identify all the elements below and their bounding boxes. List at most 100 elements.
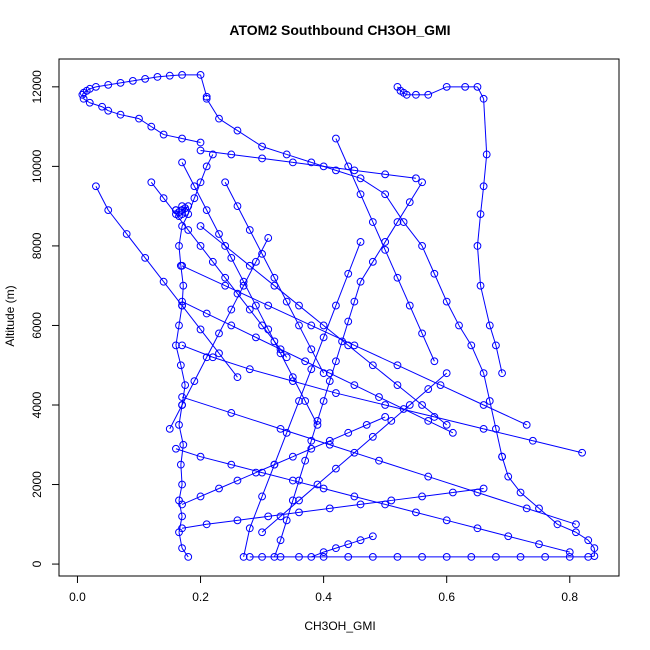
- data-layer: [78, 71, 599, 561]
- series-line-segment: [163, 281, 183, 306]
- data-point: [307, 553, 316, 561]
- data-point: [476, 210, 485, 219]
- data-point: [153, 72, 162, 81]
- data-point: [116, 110, 125, 119]
- series-line-segment: [385, 173, 416, 179]
- data-point: [147, 122, 156, 131]
- series-line-segment: [261, 515, 281, 533]
- series-line-segment: [193, 357, 208, 382]
- data-point: [344, 341, 353, 350]
- data-point: [479, 424, 488, 433]
- data-point: [356, 190, 365, 199]
- series-line-segment: [280, 353, 294, 378]
- series-line-segment: [335, 169, 361, 179]
- data-point: [448, 488, 457, 497]
- data-point: [584, 553, 593, 561]
- data-point: [252, 301, 260, 310]
- series-line-segment: [384, 249, 398, 278]
- data-point: [307, 158, 316, 167]
- y-tick-label: 6000: [30, 312, 44, 339]
- series-line-segment: [273, 540, 282, 558]
- data-point: [78, 90, 87, 99]
- series-line-segment: [335, 138, 349, 167]
- series-line-segment: [335, 273, 349, 306]
- series-line-segment: [243, 528, 251, 558]
- series-line-segment: [385, 404, 435, 418]
- data-point: [172, 341, 180, 350]
- data-point: [479, 369, 488, 378]
- data-point: [405, 198, 414, 207]
- data-point: [282, 353, 291, 362]
- data-point: [227, 321, 236, 330]
- data-point: [344, 162, 353, 171]
- data-point: [104, 106, 113, 115]
- data-point: [498, 369, 506, 378]
- series-line-segment: [108, 82, 121, 86]
- series-line-segment: [181, 301, 207, 314]
- series-line-segment: [360, 194, 374, 223]
- series-line-segment: [81, 92, 85, 96]
- series-line-segment: [218, 233, 232, 259]
- data-point: [178, 71, 186, 79]
- data-point: [461, 82, 470, 91]
- series-line-segment: [422, 491, 453, 497]
- data-point: [442, 369, 451, 378]
- data-point: [295, 476, 303, 485]
- data-point: [313, 420, 322, 429]
- data-point: [264, 512, 273, 521]
- series-line-segment: [206, 209, 220, 235]
- series-line-segment: [178, 484, 183, 501]
- series-line-segment: [347, 241, 362, 274]
- data-point: [288, 373, 297, 382]
- data-point: [307, 321, 316, 330]
- data-point: [282, 150, 291, 159]
- series-segment: [178, 413, 390, 509]
- series-line-segment: [169, 74, 183, 77]
- data-point: [473, 82, 482, 91]
- series-line-segment: [200, 166, 208, 183]
- data-point: [399, 218, 408, 226]
- data-point: [176, 361, 185, 370]
- data-point: [479, 401, 488, 409]
- data-point: [215, 329, 223, 338]
- data-point: [393, 273, 402, 282]
- data-point: [258, 249, 266, 258]
- data-point: [175, 321, 183, 330]
- data-point: [221, 281, 230, 290]
- data-point: [393, 381, 402, 390]
- series-line-segment: [262, 157, 293, 163]
- data-point: [227, 253, 236, 262]
- data-point: [258, 154, 266, 163]
- series-line-segment: [311, 324, 355, 346]
- series-line-segment: [138, 118, 152, 128]
- data-point: [245, 365, 254, 374]
- data-point: [393, 361, 402, 370]
- series-line-segment: [323, 325, 349, 346]
- data-point: [135, 114, 143, 123]
- data-point: [196, 325, 205, 334]
- series-line-segment: [261, 464, 275, 497]
- series-line-segment: [249, 368, 293, 382]
- data-point: [172, 444, 180, 453]
- data-point: [196, 146, 205, 155]
- data-point: [98, 102, 106, 111]
- series-line-segment: [335, 543, 349, 549]
- data-point: [184, 202, 193, 211]
- data-point: [498, 452, 506, 461]
- series-line-segment: [237, 205, 251, 231]
- series-line-segment: [378, 460, 429, 478]
- data-point: [522, 420, 531, 429]
- data-point: [535, 540, 543, 549]
- data-point: [202, 309, 211, 318]
- data-point: [332, 134, 340, 143]
- data-point: [245, 261, 254, 270]
- data-point: [178, 158, 186, 167]
- series-line-segment: [231, 325, 257, 338]
- series-line-segment: [347, 166, 361, 195]
- series-line-segment: [267, 329, 281, 354]
- data-point: [375, 393, 383, 401]
- series-line-segment: [200, 149, 232, 155]
- data-point: [467, 553, 476, 561]
- data-point: [332, 357, 340, 366]
- data-point: [288, 496, 297, 505]
